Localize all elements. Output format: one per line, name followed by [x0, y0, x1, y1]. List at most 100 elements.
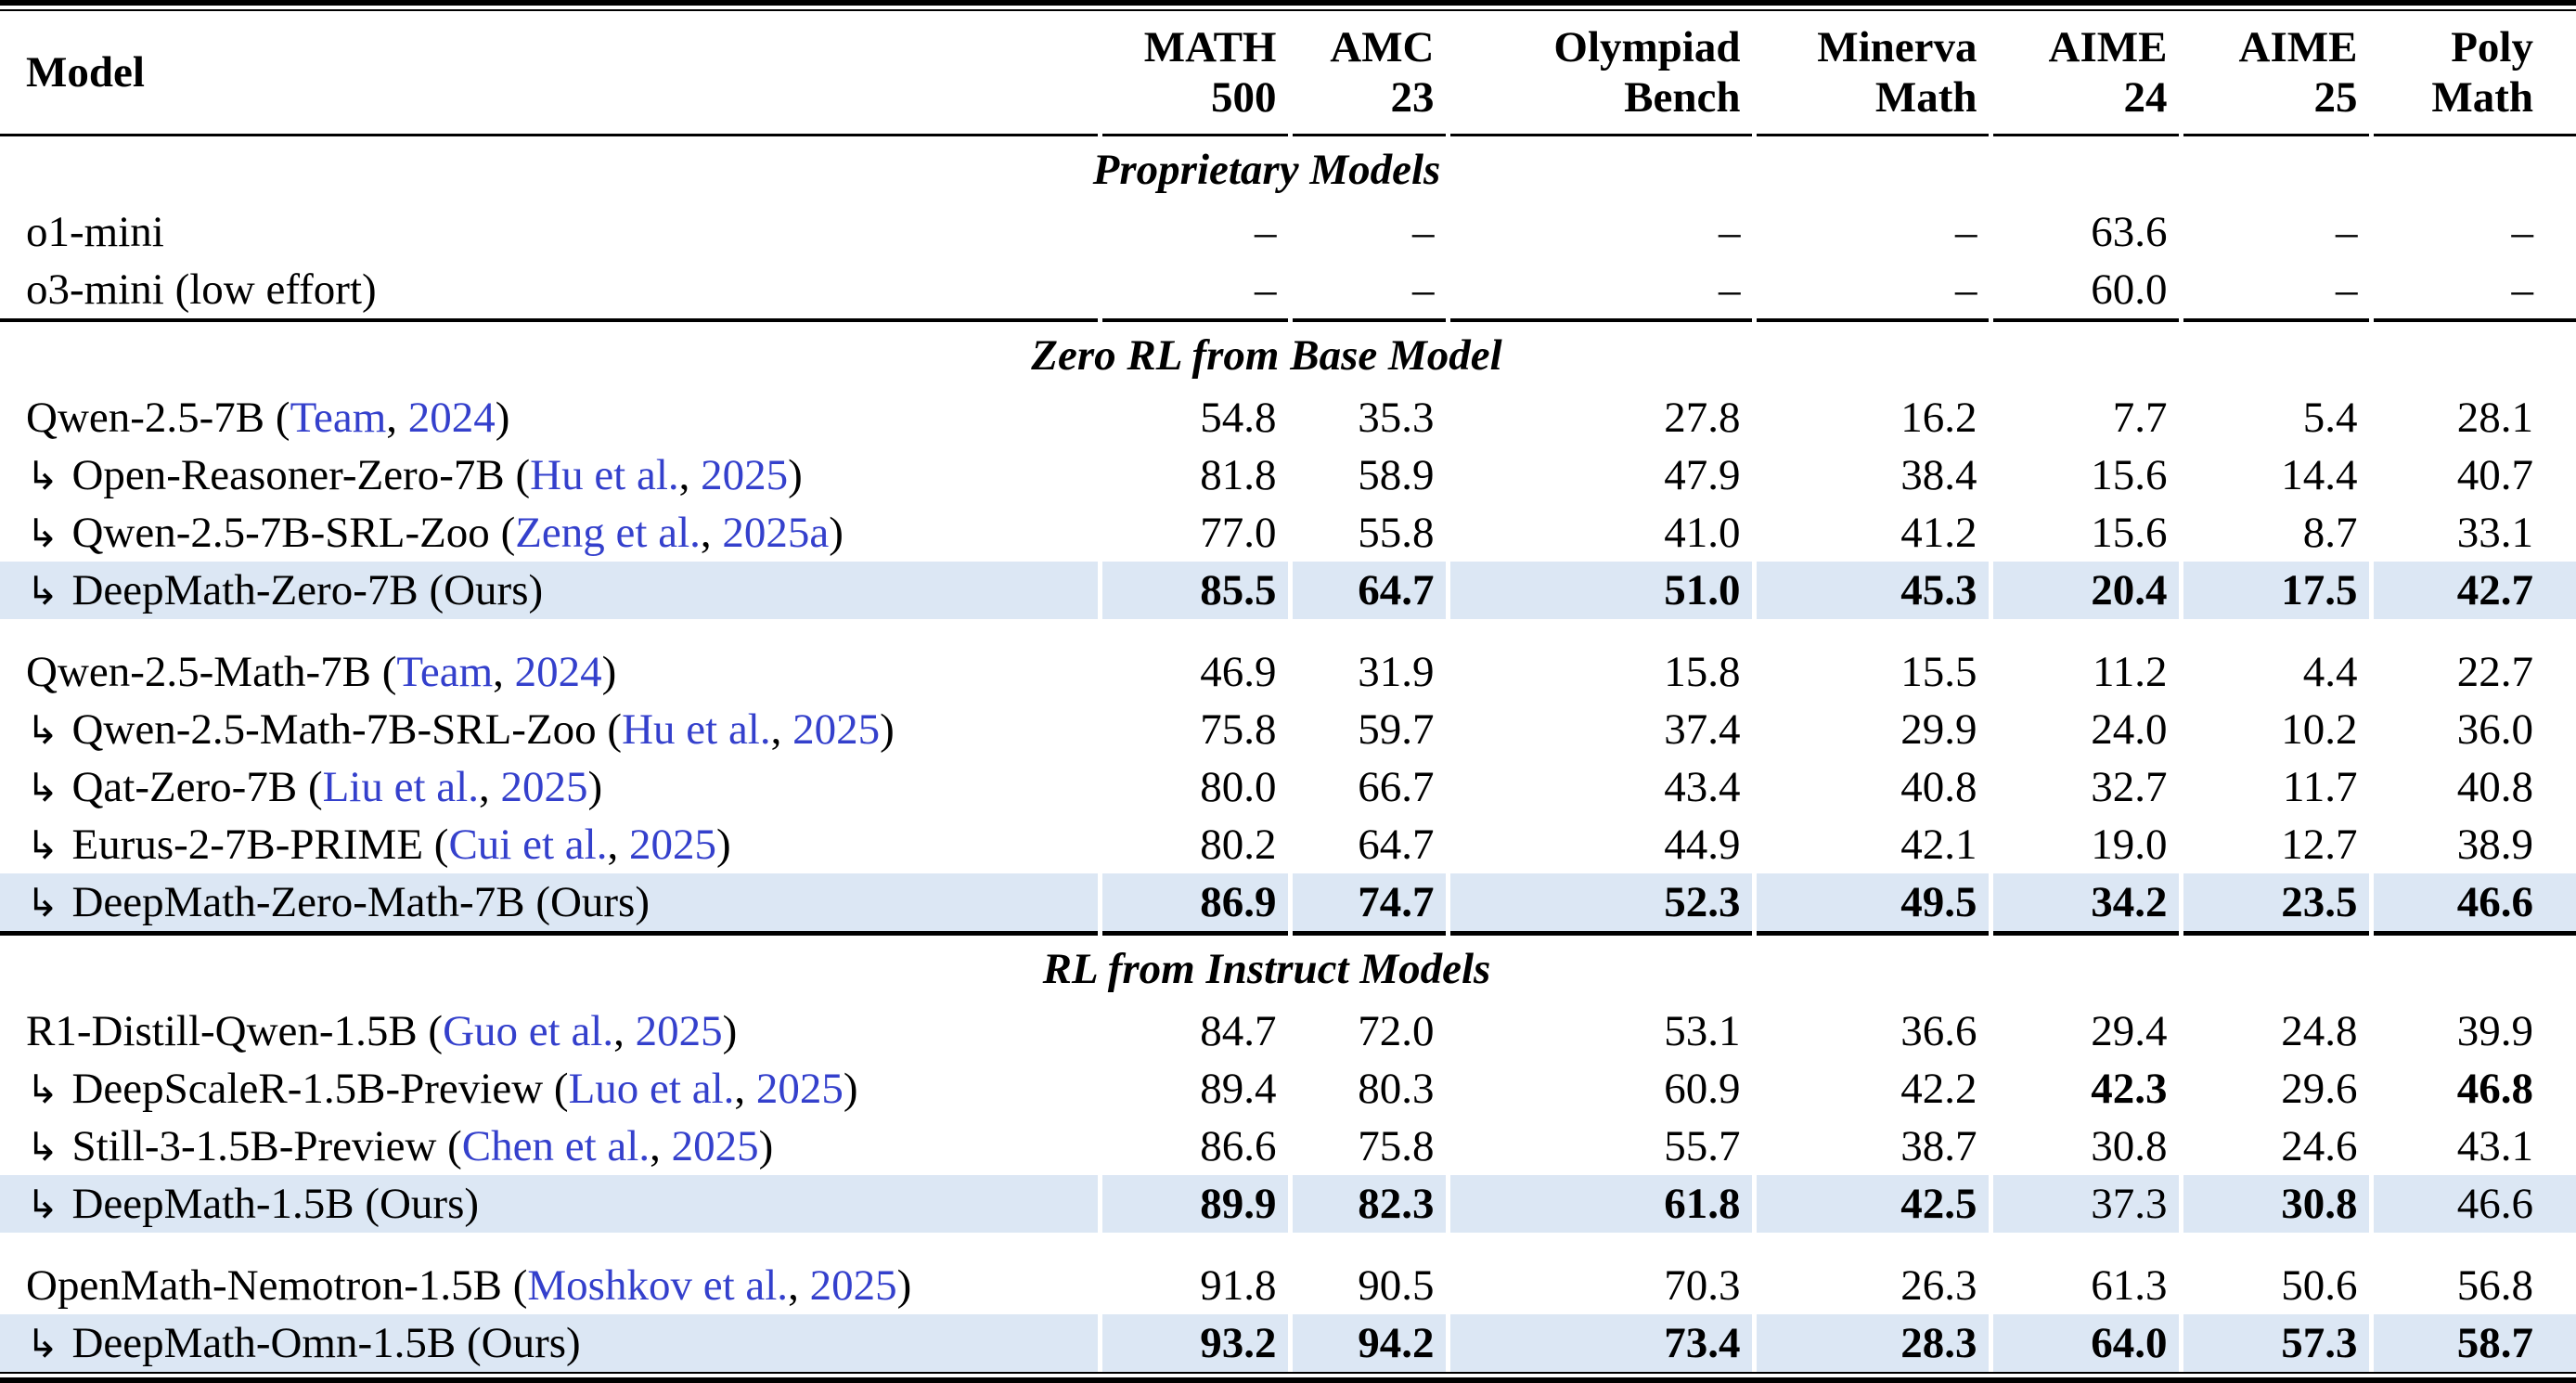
- table-bottom-rule-thin: [0, 1372, 2576, 1374]
- score-cell: –: [1287, 261, 1448, 320]
- column-header-line2: Bench: [1624, 73, 1741, 122]
- citation-link[interactable]: Team: [396, 648, 494, 696]
- score-cell: 86.6: [1097, 1118, 1290, 1175]
- score-cell: –: [1097, 203, 1290, 261]
- score-cell: 36.0: [2368, 701, 2576, 758]
- table-row: o3-mini (low effort) – – – –60.0– –: [0, 261, 2576, 320]
- score-cell: 34.2: [1988, 873, 2181, 934]
- score-cell: 41.0: [1445, 504, 1754, 562]
- score-cell: 28.1: [2368, 389, 2576, 446]
- score-cell: 70.3: [1445, 1257, 1754, 1314]
- citation-link[interactable]: Liu et al.: [322, 763, 479, 811]
- column-header-line2: Math: [2431, 73, 2533, 122]
- citation-year-link[interactable]: 2025: [755, 1065, 844, 1113]
- citation-year-link[interactable]: 2025: [671, 1122, 759, 1170]
- citation-link[interactable]: Hu et al.: [622, 705, 771, 754]
- column-header-line2: Math: [1874, 73, 1977, 122]
- column-header-line1: MATH: [1143, 23, 1277, 71]
- citation-link[interactable]: Moshkov et al.: [527, 1261, 789, 1310]
- column-header-poly-math: Poly Math: [2368, 11, 2576, 136]
- score-cell: 39.9: [2368, 1002, 2576, 1060]
- column-header-line1: AIME: [2048, 23, 2168, 71]
- model-name-cell: o3-mini (low effort): [0, 261, 1100, 320]
- citation-year-link[interactable]: 2024: [407, 394, 496, 442]
- score-cell: 49.5: [1751, 873, 1990, 934]
- score-cell: 50.6: [2178, 1257, 2371, 1314]
- score-cell: 29.4: [1988, 1002, 2181, 1060]
- score-cell: 64.7: [1287, 562, 1448, 619]
- score-cell: 57.3: [2178, 1314, 2371, 1372]
- score-cell: 46.9: [1097, 643, 1290, 701]
- table-body: Proprietary Models o1-mini – – – –63.6– – o3-mi…: [0, 136, 2576, 1372]
- citation-year-link[interactable]: 2025: [792, 705, 881, 754]
- score-cell: 85.5: [1097, 562, 1290, 619]
- indent-arrow-icon: ↳: [26, 453, 59, 498]
- column-header-model: Model: [0, 11, 1100, 136]
- citation-year-link[interactable]: 2025a: [722, 509, 830, 557]
- score-cell: 33.1: [2368, 504, 2576, 562]
- score-cell: 10.2: [2178, 701, 2371, 758]
- score-cell: 56.8: [2368, 1257, 2576, 1314]
- score-cell: 35.3: [1287, 389, 1448, 446]
- score-cell: 28.3: [1751, 1314, 1990, 1372]
- citation-year-link[interactable]: 2025: [635, 1007, 723, 1055]
- citation-year-link[interactable]: 2025: [809, 1261, 897, 1310]
- score-cell: 26.3: [1751, 1257, 1990, 1314]
- citation-year-link[interactable]: 2025: [628, 821, 716, 869]
- citation-link[interactable]: Chen et al.: [461, 1122, 650, 1170]
- column-header-line2: 25: [2313, 73, 2358, 122]
- citation-link[interactable]: Zeng et al.: [515, 509, 701, 557]
- model-name-cell: o1-mini: [0, 203, 1100, 261]
- model-name-cell: ↳ Still-3-1.5B-Preview (Chen et al., 2025…: [26, 1122, 774, 1170]
- score-cell: 59.7: [1287, 701, 1448, 758]
- model-name: DeepScaleR-1.5B-Preview: [71, 1065, 544, 1113]
- score-cell: 15.5: [1751, 643, 1990, 701]
- model-name-cell: ↳ DeepMath-Omn-1.5B (Ours): [0, 1314, 1100, 1372]
- model-name-cell: ↳ DeepMath-1.5B (Ours): [0, 1175, 1100, 1233]
- score-cell: 75.8: [1097, 701, 1290, 758]
- score-cell: 72.0: [1287, 1002, 1448, 1060]
- model-name-cell: R1-Distill-Qwen-1.5B (Guo et al., 2025): [26, 1007, 738, 1055]
- score-cell: 89.4: [1097, 1060, 1290, 1118]
- score-cell: –: [2178, 203, 2371, 261]
- score-cell: 41.2: [1751, 504, 1990, 562]
- score-cell: 61.8: [1445, 1175, 1754, 1233]
- citation-link[interactable]: Luo et al.: [568, 1065, 735, 1113]
- column-header-line2: 500: [1211, 73, 1277, 122]
- table-top-rule-thick: [0, 0, 2576, 6]
- score-cell: 29.6: [2178, 1060, 2371, 1118]
- score-cell: 51.0: [1445, 562, 1754, 619]
- score-cell: 38.9: [2368, 816, 2576, 873]
- citation-link[interactable]: Team: [290, 394, 387, 442]
- score-cell: 54.8: [1097, 389, 1290, 446]
- score-cell: 44.9: [1445, 816, 1754, 873]
- citation-year-link[interactable]: 2025: [701, 451, 789, 499]
- citation-year-link[interactable]: 2025: [500, 763, 588, 811]
- citation-link[interactable]: Hu et al.: [530, 451, 679, 499]
- model-name-cell: Qwen-2.5-Math-7B (Team, 2024): [26, 648, 617, 696]
- citation-year-link[interactable]: 2024: [514, 648, 602, 696]
- section-header-row: RL from Instruct Models: [0, 931, 2576, 1002]
- indent-arrow-icon: ↳: [26, 1066, 59, 1112]
- model-name: R1-Distill-Qwen-1.5B: [26, 1007, 418, 1055]
- score-cell: 42.2: [1751, 1060, 1990, 1118]
- score-cell: 30.8: [1988, 1118, 2181, 1175]
- citation-link[interactable]: Guo et al.: [443, 1007, 614, 1055]
- column-header-aime-25: AIME 25: [2178, 11, 2371, 136]
- score-cell: 64.0: [1988, 1314, 2181, 1372]
- table-row: ↳ DeepMath-Zero-7B (Ours) 85.5 64.7 51.0 45.3…: [0, 562, 2576, 619]
- score-cell: –: [1445, 261, 1754, 320]
- score-cell: 31.9: [1287, 643, 1448, 701]
- table-row: ↳ Qat-Zero-7B (Liu et al., 2025) 80.0 66.7 4…: [0, 758, 2576, 816]
- score-cell: –: [1751, 203, 1990, 261]
- score-cell: 42.3: [1988, 1060, 2181, 1118]
- section-header-row: Proprietary Models: [0, 136, 2576, 204]
- score-cell: 55.8: [1287, 504, 1448, 562]
- citation-link[interactable]: Cui et al.: [448, 821, 608, 869]
- model-name: Qwen-2.5-7B: [26, 394, 265, 442]
- score-cell: –: [2368, 203, 2576, 261]
- indent-arrow-icon: ↳: [26, 1124, 59, 1170]
- model-name: OpenMath-Nemotron-1.5B: [26, 1261, 502, 1310]
- model-name-cell: ↳ DeepMath-Zero-Math-7B (Ours): [0, 873, 1100, 934]
- indent-arrow-icon: ↳: [26, 707, 59, 753]
